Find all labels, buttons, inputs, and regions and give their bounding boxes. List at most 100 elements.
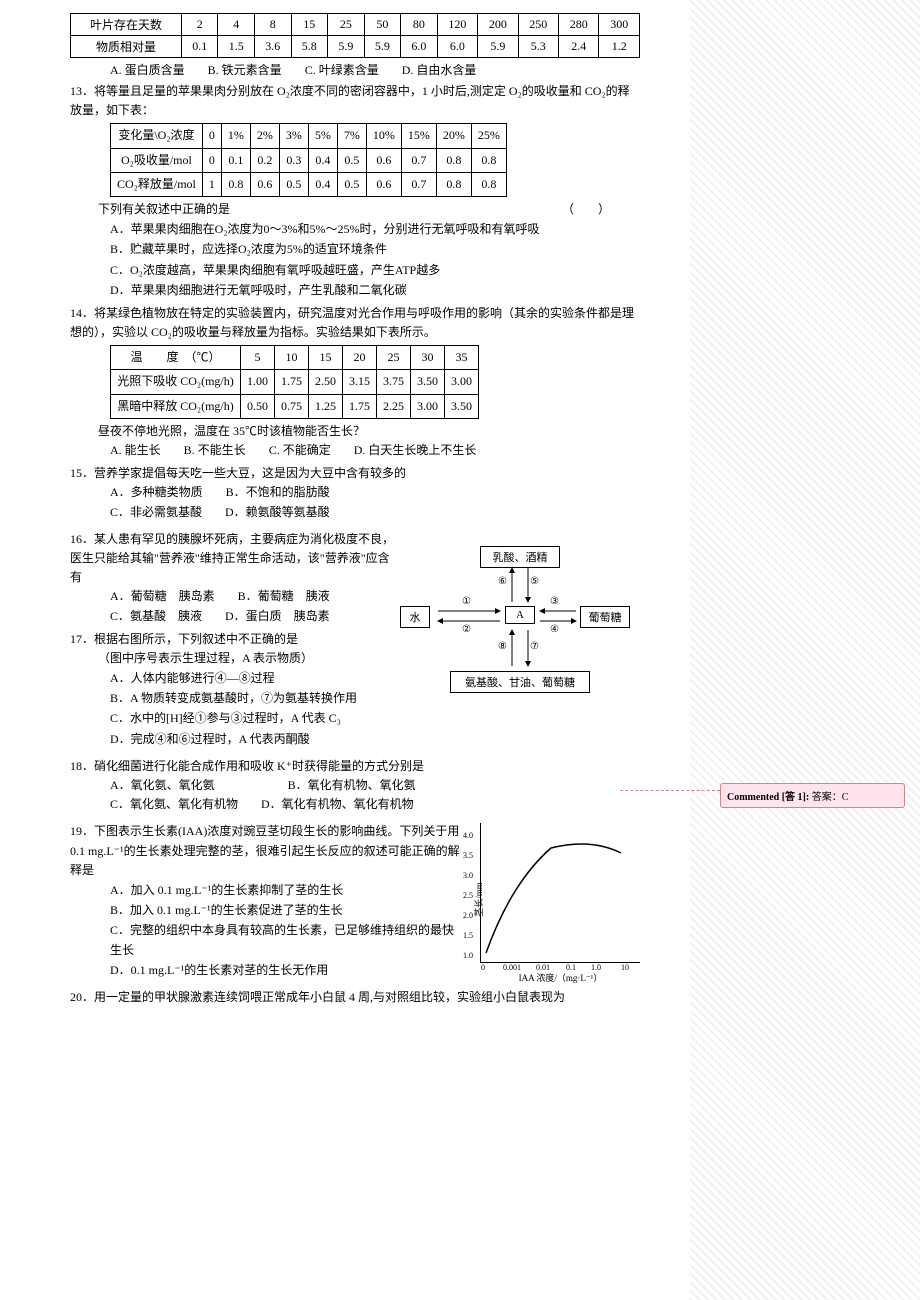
diagram-arrows bbox=[400, 546, 640, 696]
cell: 2.4 bbox=[559, 36, 599, 58]
cell: 5.8 bbox=[291, 36, 328, 58]
cell: 0.4 bbox=[308, 172, 337, 196]
cell: 10 bbox=[275, 346, 309, 370]
cell: 黑暗中释放 CO₂(mg/h) bbox=[111, 394, 241, 418]
option-c: C．氨基酸 胰液 bbox=[110, 609, 202, 623]
cell: 50 bbox=[364, 14, 401, 36]
option-b: B．A 物质转变成氨基酸时，⑦为氨基转换作用 bbox=[70, 689, 400, 708]
q14-options: A. 能生长 B. 不能生长 C. 不能确定 D. 白天生长晚上不生长 bbox=[70, 441, 640, 460]
cell: 5.3 bbox=[518, 36, 558, 58]
q13-subtext-line: 下列有关叙述中正确的是 （ ） bbox=[70, 200, 640, 219]
chart-curve bbox=[481, 823, 641, 963]
q16-options-row2: C．氨基酸 胰液 D．蛋白质 胰岛素 bbox=[70, 607, 400, 626]
cell: 叶片存在天数 bbox=[71, 14, 182, 36]
cell: 5.9 bbox=[328, 36, 365, 58]
option-a: A．苹果果肉细胞在O₂浓度为0～3%和5%～25%时，分别进行无氧呼吸和有氧呼吸 bbox=[70, 220, 640, 239]
q-text: 用一定量的甲状腺激素连续饲喂正常成年小白鼠 4 周,与对照组比较，实验组小白鼠表… bbox=[94, 990, 565, 1004]
cell: 3.75 bbox=[377, 370, 411, 394]
cell: 35 bbox=[445, 346, 479, 370]
question-16: 16．某人患有罕见的胰腺坏死病，主要病症为消化极度不良，医生只能给其输"营养液"… bbox=[70, 530, 400, 626]
cell: 0.7 bbox=[401, 148, 436, 172]
cell: 300 bbox=[599, 14, 640, 36]
comment-text: 答案：C bbox=[812, 792, 849, 803]
q-num: 18． bbox=[70, 759, 94, 773]
option-d: D．蛋白质 胰岛素 bbox=[225, 609, 330, 623]
cell: 0.8 bbox=[436, 148, 471, 172]
cell: 3.00 bbox=[411, 394, 445, 418]
cell: 6.0 bbox=[401, 36, 438, 58]
option-d: D. 自由水含量 bbox=[402, 63, 477, 77]
q18-options-row2: C．氧化氨、氧化有机物 D．氧化有机物、氧化有机物 bbox=[70, 795, 640, 814]
circ-2: ② bbox=[462, 624, 471, 635]
q19-chart: 1.0 1.5 2.0 2.5 3.0 3.5 4.0 0 0.001 0.01… bbox=[480, 823, 640, 963]
circ-8: ⑧ bbox=[498, 641, 507, 652]
circ-5: ⑤ bbox=[530, 576, 539, 587]
cell: 0.6 bbox=[366, 172, 401, 196]
q15-options-row2: C．非必需氨基酸 D．赖氨酸等氨基酸 bbox=[70, 503, 640, 522]
option-c: C. 叶绿素含量 bbox=[305, 63, 379, 77]
option-a: A．人体内能够进行④—⑧过程 bbox=[70, 669, 400, 688]
cell: 25 bbox=[377, 346, 411, 370]
cell: 0 bbox=[202, 124, 221, 148]
cell: 20% bbox=[436, 124, 471, 148]
cell: 4 bbox=[218, 14, 255, 36]
question-15: 15．营养学家提倡每天吃一些大豆，这是因为大豆中含有较多的 A．多种糖类物质 B… bbox=[70, 464, 640, 522]
option-c: C．水中的[H]经①参与③过程时，A 代表 C₃ bbox=[70, 709, 400, 728]
cell: 2% bbox=[250, 124, 279, 148]
ylabel: 茎长/mm bbox=[472, 882, 485, 917]
table-leaf-days: 叶片存在天数 2 4 8 15 25 50 80 120 200 250 280… bbox=[70, 13, 640, 58]
comment-bubble: Commented [答 1]: 答案：C bbox=[720, 783, 905, 808]
option-a: A．氧化氨、氧化氨 bbox=[110, 778, 215, 792]
cell: 0 bbox=[202, 148, 221, 172]
option-b: B．葡萄糖 胰液 bbox=[238, 589, 330, 603]
ytick: 4.0 bbox=[463, 831, 473, 840]
cell: 2 bbox=[181, 14, 218, 36]
cell: 10% bbox=[366, 124, 401, 148]
margin-pattern bbox=[690, 0, 920, 1300]
option-d: D．0.1 mg.L⁻¹的生长素对茎的生长无作用 bbox=[70, 961, 460, 980]
q14-subtext: 昼夜不停地光照，温度在 35℃时该植物能否生长？ bbox=[70, 422, 640, 441]
option-b: B．不饱和的脂肪酸 bbox=[226, 485, 330, 499]
question-13: 13．将等量且足量的苹果果肉分别放在 O₂浓度不同的密闭容器中，1 小时后,测定… bbox=[70, 82, 640, 300]
cell: 物质相对量 bbox=[71, 36, 182, 58]
cell: 15 bbox=[291, 14, 328, 36]
cell: 280 bbox=[559, 14, 599, 36]
cell: 1.2 bbox=[599, 36, 640, 58]
cell: 光照下吸收 CO₂(mg/h) bbox=[111, 370, 241, 394]
cell: 3.00 bbox=[445, 370, 479, 394]
cell: 1.5 bbox=[218, 36, 255, 58]
q-num: 15． bbox=[70, 466, 94, 480]
option-a: A. 蛋白质含量 bbox=[110, 63, 185, 77]
cell: 0.5 bbox=[337, 148, 366, 172]
cell: 0.6 bbox=[250, 172, 279, 196]
question-14: 14．将某绿色植物放在特定的实验装置内，研究温度对光合作用与呼吸作用的影响（其余… bbox=[70, 304, 640, 460]
cell: 1.75 bbox=[275, 370, 309, 394]
option-c: C．完整的组织中本身具有较高的生长素，已足够维持组织的最快生长 bbox=[70, 921, 460, 959]
cell: 0.5 bbox=[337, 172, 366, 196]
option-b: B．氧化有机物、氧化氨 bbox=[288, 778, 416, 792]
q17-diagram: 乳酸、酒精 水 A 葡萄糖 氨基酸、甘油、葡萄糖 ① ② bbox=[400, 546, 640, 696]
option-c: C．O₂浓度越高，苹果果肉细胞有氧呼吸越旺盛，产生ATP越多 bbox=[70, 261, 640, 280]
option-c: C. 不能确定 bbox=[269, 443, 331, 457]
ytick: 3.5 bbox=[463, 851, 473, 860]
cell: 0.8 bbox=[471, 172, 506, 196]
cell: 1.00 bbox=[241, 370, 275, 394]
cell: 2.50 bbox=[309, 370, 343, 394]
cell: 20 bbox=[343, 346, 377, 370]
q16-options-row1: A．葡萄糖 胰岛素 B．葡萄糖 胰液 bbox=[70, 587, 400, 606]
table-q13: 变化量\O₂浓度 0 1% 2% 3% 5% 7% 10% 15% 20% 25… bbox=[110, 123, 507, 197]
q15-options-row1: A．多种糖类物质 B．不饱和的脂肪酸 bbox=[70, 483, 640, 502]
cell: 6.0 bbox=[437, 36, 477, 58]
q-text: 根据右图所示，下列叙述中不正确的是 bbox=[94, 632, 298, 646]
q18-options-row1: A．氧化氨、氧化氨 B．氧化有机物、氧化氨 bbox=[70, 776, 640, 795]
option-c: C．氧化氨、氧化有机物 bbox=[110, 797, 238, 811]
circ-4: ④ bbox=[550, 624, 559, 635]
cell: 0.8 bbox=[471, 148, 506, 172]
circ-3: ③ bbox=[550, 596, 559, 607]
cell: 80 bbox=[401, 14, 438, 36]
question-17: 17．根据右图所示，下列叙述中不正确的是 （图中序号表示生理过程，A 表示物质）… bbox=[70, 630, 400, 749]
comment-connector bbox=[620, 790, 720, 791]
cell: 250 bbox=[518, 14, 558, 36]
cell: 1% bbox=[221, 124, 250, 148]
q-num: 14． bbox=[70, 306, 94, 320]
